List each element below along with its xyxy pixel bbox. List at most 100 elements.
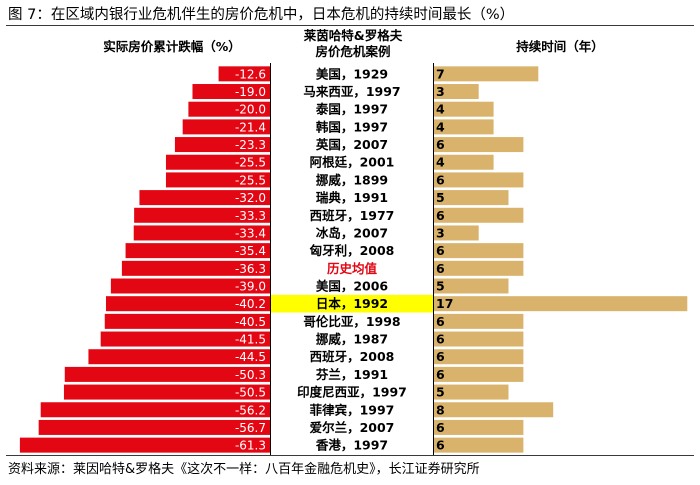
duration-bar	[434, 66, 539, 82]
duration-bar	[434, 119, 494, 135]
decline-bar	[19, 437, 271, 453]
case-label: 阿根廷，2001	[310, 155, 395, 170]
decline-bar	[38, 419, 270, 435]
decline-label: -40.5	[235, 315, 266, 329]
decline-bar	[165, 172, 270, 188]
decline-label: -20.0	[235, 103, 266, 117]
duration-label: 6	[436, 438, 445, 453]
duration-label: 5	[436, 279, 445, 294]
decline-label: -56.2	[235, 403, 266, 417]
duration-bar	[434, 190, 509, 206]
duration-bar	[434, 260, 524, 276]
duration-label: 6	[436, 367, 445, 382]
decline-label: -12.6	[235, 67, 266, 81]
duration-bar	[434, 84, 479, 100]
decline-label: -50.3	[235, 368, 266, 382]
decline-bar	[125, 243, 271, 259]
case-label: 香港，1997	[315, 438, 388, 453]
duration-bar	[434, 366, 524, 382]
case-label: 哥伦比亚，1998	[303, 314, 400, 329]
case-label: 冰岛，2007	[316, 225, 388, 240]
decline-bar	[133, 225, 270, 241]
case-label: 马来西亚，1997	[303, 84, 400, 99]
decline-label: -33.4	[235, 226, 266, 240]
duration-label: 6	[436, 332, 445, 347]
duration-bar	[434, 101, 494, 117]
decline-bar	[40, 402, 271, 418]
duration-bar	[434, 296, 688, 312]
case-label: 西班牙，1977	[310, 208, 395, 223]
decline-bar	[134, 207, 270, 223]
duration-bar	[434, 243, 524, 259]
decline-label: -50.5	[235, 386, 266, 400]
duration-label: 4	[436, 155, 445, 170]
decline-bar	[105, 296, 270, 312]
header-cases-line1: 莱茵哈特&罗格夫	[303, 28, 403, 43]
decline-bar	[174, 137, 270, 153]
decline-bar	[218, 66, 270, 82]
duration-label: 4	[436, 102, 445, 117]
duration-bar	[434, 207, 524, 223]
case-label: 美国，1929	[316, 66, 388, 81]
highlight-band	[270, 294, 434, 313]
header-duration: 持续时间（年）	[516, 39, 604, 54]
duration-label: 8	[436, 402, 445, 417]
duration-label: 6	[436, 172, 445, 187]
decline-bar	[100, 331, 271, 347]
case-label: 挪威，1899	[316, 172, 388, 187]
duration-label: 6	[436, 243, 445, 258]
decline-label: -32.0	[235, 191, 266, 205]
decline-label: -19.0	[235, 85, 266, 99]
decline-bar	[121, 260, 271, 276]
case-label: 芬兰，1991	[315, 367, 388, 382]
decline-bar	[88, 349, 270, 365]
footer-divider	[6, 455, 694, 456]
decline-label: -44.5	[235, 350, 266, 364]
title-divider	[6, 25, 694, 26]
decline-label: -35.4	[235, 244, 266, 258]
duration-label: 17	[436, 296, 453, 311]
duration-bar	[434, 402, 554, 418]
case-label: 匈牙利，2008	[309, 243, 395, 258]
duration-label: 6	[436, 137, 445, 152]
case-label: 美国，2006	[316, 279, 389, 294]
duration-bar	[434, 172, 524, 188]
duration-label: 3	[436, 84, 445, 99]
case-label: 印度尼西亚，1997	[297, 385, 407, 400]
duration-label: 6	[436, 208, 445, 223]
duration-label: 6	[436, 349, 445, 364]
decline-label: -39.0	[235, 280, 266, 294]
decline-label: -23.3	[235, 138, 266, 152]
decline-bar	[110, 278, 270, 294]
duration-label: 6	[436, 261, 445, 276]
decline-bar	[104, 313, 270, 329]
case-label: 历史均值	[327, 261, 378, 276]
decline-label: -21.4	[235, 120, 266, 134]
case-label: 爱尔兰，2007	[310, 420, 395, 435]
case-label: 泰国，1997	[315, 102, 388, 117]
source-note: 资料来源：莱因哈特&罗格夫《这次不一样：八百年金融危机史》，长江证券研究所	[8, 462, 480, 477]
case-label: 英国，2007	[316, 137, 388, 152]
duration-label: 6	[436, 420, 445, 435]
housing-crisis-chart: -12.6 美国，1929 7 -19.0 马来西亚，1997 3 -20.0 泰国，1997…	[19, 63, 688, 455]
decline-bar	[188, 101, 270, 117]
duration-bar	[434, 278, 509, 294]
duration-bar	[434, 437, 524, 453]
decline-bar	[63, 384, 271, 400]
case-label: 挪威，1987	[316, 332, 388, 347]
duration-label: 7	[436, 66, 445, 81]
duration-label: 3	[436, 225, 445, 240]
decline-label: -61.3	[235, 439, 266, 453]
header-cases-line2: 房价危机案例	[315, 44, 391, 59]
decline-label: -36.3	[235, 262, 266, 276]
decline-label: -25.5	[235, 173, 266, 187]
duration-bar	[434, 331, 524, 347]
case-label: 日本，1992	[316, 296, 388, 311]
case-label: 韩国，1997	[316, 119, 388, 134]
duration-bar	[434, 349, 524, 365]
duration-label: 6	[436, 314, 445, 329]
duration-bar	[434, 384, 509, 400]
case-label: 瑞典，1991	[316, 190, 388, 205]
decline-label: -33.3	[235, 209, 266, 223]
decline-label: -25.5	[235, 156, 266, 170]
